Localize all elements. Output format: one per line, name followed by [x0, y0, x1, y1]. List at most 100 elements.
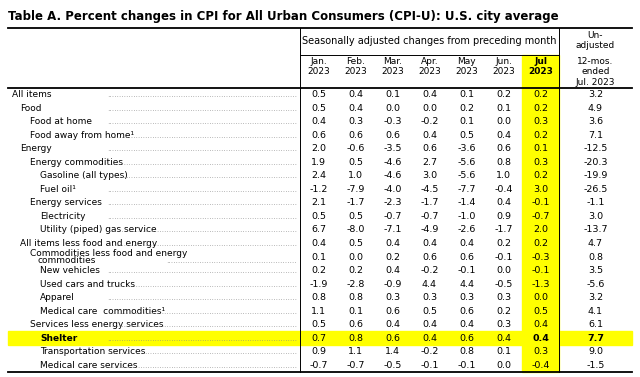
Text: All items less food and energy: All items less food and energy: [20, 239, 157, 248]
Text: Feb.
2023: Feb. 2023: [344, 57, 367, 77]
Text: 0.5: 0.5: [348, 239, 363, 248]
Text: -5.6: -5.6: [458, 158, 476, 167]
Text: ................................................................................: ........................................…: [107, 225, 297, 234]
Text: 0.0: 0.0: [348, 253, 363, 262]
Text: 0.3: 0.3: [459, 293, 474, 302]
Text: 0.4: 0.4: [532, 334, 549, 343]
Text: -26.5: -26.5: [583, 185, 608, 194]
Text: 4.7: 4.7: [588, 239, 603, 248]
Text: 0.5: 0.5: [348, 158, 363, 167]
Text: 0.2: 0.2: [459, 104, 474, 113]
Text: 2.1: 2.1: [311, 198, 326, 207]
Text: 0.0: 0.0: [496, 361, 511, 370]
Text: -4.5: -4.5: [420, 185, 438, 194]
Text: 1.0: 1.0: [496, 172, 511, 181]
Text: 0.6: 0.6: [385, 334, 400, 343]
Text: 0.4: 0.4: [385, 239, 400, 248]
Text: 4.4: 4.4: [459, 280, 474, 289]
Text: 3.2: 3.2: [588, 90, 603, 99]
Text: 12-mos.
ended
Jul. 2023: 12-mos. ended Jul. 2023: [576, 57, 615, 87]
Text: -12.5: -12.5: [583, 144, 608, 153]
Text: Apr.
2023: Apr. 2023: [418, 57, 441, 77]
Text: Mar.
2023: Mar. 2023: [381, 57, 404, 77]
Text: 0.3: 0.3: [533, 347, 548, 356]
Text: -0.7: -0.7: [309, 361, 328, 370]
Text: 0.8: 0.8: [496, 158, 511, 167]
Text: 0.8: 0.8: [348, 293, 363, 302]
Text: -19.9: -19.9: [583, 172, 608, 181]
Text: 0.8: 0.8: [311, 293, 326, 302]
Text: 0.4: 0.4: [496, 198, 511, 207]
Text: 0.5: 0.5: [348, 212, 363, 221]
Text: 0.6: 0.6: [459, 253, 474, 262]
Text: -7.1: -7.1: [383, 225, 402, 234]
Text: 9.0: 9.0: [588, 347, 603, 356]
Text: 0.4: 0.4: [385, 320, 400, 329]
Text: ................................................................................: ........................................…: [107, 104, 297, 113]
Text: 0.9: 0.9: [311, 347, 326, 356]
Text: 3.5: 3.5: [588, 266, 603, 275]
Text: 0.7: 0.7: [311, 334, 326, 343]
Text: 0.0: 0.0: [496, 117, 511, 126]
Text: Fuel oil¹: Fuel oil¹: [40, 185, 76, 194]
Text: -7.9: -7.9: [346, 185, 365, 194]
Text: 0.6: 0.6: [348, 320, 363, 329]
Text: Services less energy services: Services less energy services: [30, 320, 163, 329]
Text: -0.9: -0.9: [383, 280, 402, 289]
Text: 4.9: 4.9: [588, 104, 603, 113]
Text: -0.3: -0.3: [531, 253, 550, 262]
Text: 3.0: 3.0: [588, 212, 603, 221]
Text: -0.7: -0.7: [531, 212, 550, 221]
Text: ................................................................................: ........................................…: [107, 266, 297, 275]
Text: 0.9: 0.9: [496, 212, 511, 221]
Text: 7.7: 7.7: [587, 334, 604, 343]
Text: -0.7: -0.7: [346, 361, 365, 370]
Text: Used cars and trucks: Used cars and trucks: [40, 280, 135, 289]
Text: Food: Food: [20, 104, 42, 113]
Text: -0.2: -0.2: [420, 266, 438, 275]
Text: Jul
2023: Jul 2023: [528, 57, 553, 77]
Text: 0.1: 0.1: [311, 253, 326, 262]
Text: 0.1: 0.1: [459, 117, 474, 126]
Text: 0.4: 0.4: [422, 334, 437, 343]
Text: ................................................................................: ........................................…: [107, 334, 297, 343]
Text: -0.5: -0.5: [383, 361, 402, 370]
Text: 0.6: 0.6: [385, 131, 400, 140]
Text: .......................................................: ........................................…: [166, 256, 297, 265]
Text: -20.3: -20.3: [583, 158, 608, 167]
Text: 0.4: 0.4: [459, 239, 474, 248]
Text: Energy: Energy: [20, 144, 52, 153]
Text: Seasonally adjusted changes from preceding month: Seasonally adjusted changes from precedi…: [302, 37, 557, 46]
Text: 0.1: 0.1: [385, 90, 400, 99]
Text: Table A. Percent changes in CPI for All Urban Consumers (CPI-U): U.S. city avera: Table A. Percent changes in CPI for All …: [8, 10, 559, 23]
Text: 4.4: 4.4: [422, 280, 437, 289]
Text: -0.1: -0.1: [531, 266, 550, 275]
Text: 0.4: 0.4: [533, 320, 548, 329]
Text: -0.7: -0.7: [420, 212, 438, 221]
Text: ................................................................................: ........................................…: [107, 239, 297, 248]
Text: 1.9: 1.9: [311, 158, 326, 167]
Text: ................................................................................: ........................................…: [107, 172, 297, 181]
Text: 2.4: 2.4: [311, 172, 326, 181]
Text: commodities: commodities: [38, 256, 97, 265]
Text: 0.5: 0.5: [311, 320, 326, 329]
Text: 0.3: 0.3: [348, 117, 363, 126]
Text: Food at home: Food at home: [30, 117, 92, 126]
Text: Commodities less food and energy: Commodities less food and energy: [30, 249, 188, 258]
Text: 0.8: 0.8: [348, 334, 363, 343]
Text: 0.4: 0.4: [459, 320, 474, 329]
Text: 0.6: 0.6: [496, 144, 511, 153]
Text: -0.2: -0.2: [420, 117, 438, 126]
Text: 0.4: 0.4: [496, 131, 511, 140]
Text: -0.1: -0.1: [458, 266, 476, 275]
Text: -0.1: -0.1: [494, 253, 513, 262]
Text: -1.0: -1.0: [458, 212, 476, 221]
Text: 1.4: 1.4: [385, 347, 400, 356]
Text: 0.8: 0.8: [459, 347, 474, 356]
Text: -1.9: -1.9: [309, 280, 328, 289]
Text: ................................................................................: ........................................…: [107, 185, 297, 194]
Text: 3.6: 3.6: [588, 117, 603, 126]
Text: 0.2: 0.2: [533, 239, 548, 248]
Text: -0.5: -0.5: [494, 280, 513, 289]
Text: Jun.
2023: Jun. 2023: [492, 57, 515, 77]
